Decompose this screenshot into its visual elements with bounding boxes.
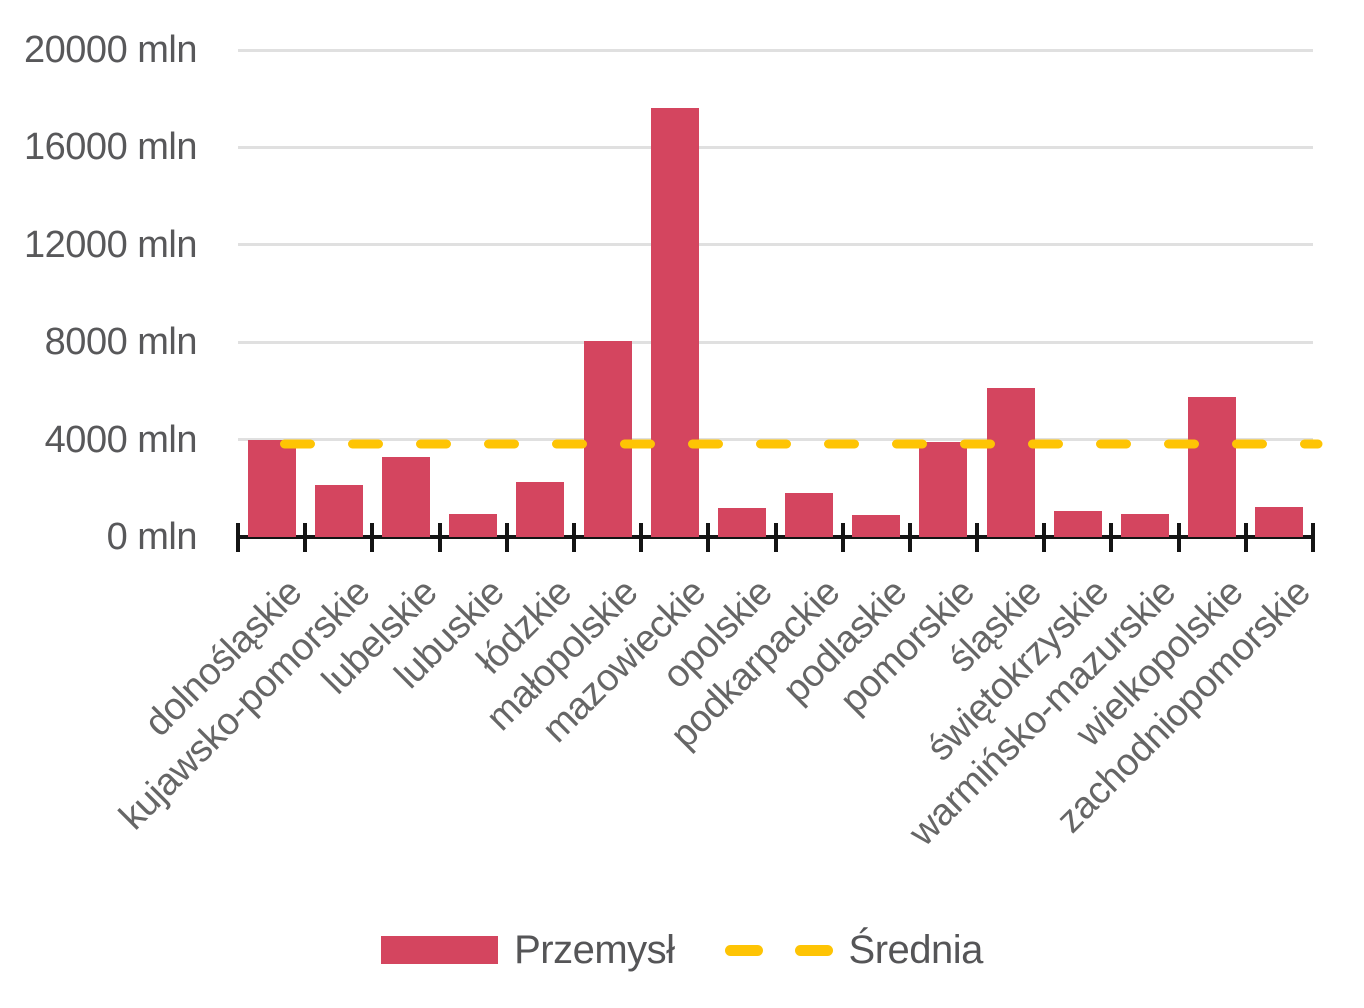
gridline-20000	[238, 48, 1313, 52]
gridline-8000	[238, 340, 1313, 344]
bar-dolnośląskie	[247, 439, 296, 537]
dashed-line-swatch-icon	[724, 944, 833, 956]
y-axis-label-8000: 8000 mln	[44, 321, 198, 364]
bar-opolskie	[717, 507, 766, 537]
bar-pomorskie	[919, 442, 968, 537]
legend: Przemysł Średnia	[0, 924, 1364, 976]
bar-lubelskie	[381, 456, 430, 537]
x-axis-tick-0	[236, 523, 240, 552]
bar-łódzkie	[516, 482, 565, 537]
bar-lubuskie	[449, 513, 498, 537]
x-axis-tick-16	[1311, 523, 1315, 552]
bar-wielkopolskie	[1188, 396, 1237, 537]
bar-zachodniopomorskie	[1255, 506, 1304, 537]
y-axis-label-4000: 4000 mln	[44, 418, 198, 461]
bar-śląskie	[986, 388, 1035, 537]
bar-podlaskie	[852, 515, 901, 537]
x-axis-tick-9	[840, 523, 845, 552]
bar-warmińsko-mazurskie	[1121, 513, 1170, 537]
x-axis-tick-2	[370, 523, 375, 552]
legend-label-przemysl: Przemysł	[514, 927, 675, 972]
bar-świętokrzyskie	[1053, 511, 1102, 537]
y-axis-label-16000: 16000 mln	[24, 126, 197, 169]
x-axis-tick-6	[639, 523, 644, 552]
legend-label-srednia: Średnia	[848, 927, 984, 972]
y-axis-label-12000: 12000 mln	[24, 223, 197, 266]
x-axis-tick-8	[773, 523, 778, 552]
bar-podkarpackie	[785, 493, 834, 537]
y-axis-label-20000: 20000 mln	[24, 29, 197, 71]
bar-małopolskie	[583, 340, 632, 537]
x-axis-tick-1	[303, 523, 308, 552]
average-dashed-line	[238, 439, 1323, 449]
x-axis-tick-10	[907, 523, 912, 552]
x-axis-tick-12	[1042, 523, 1047, 552]
x-axis-tick-3	[437, 523, 442, 552]
bar-series-swatch-icon	[381, 936, 499, 964]
y-axis-label-0: 0 mln	[106, 516, 198, 558]
legend-item-przemysl[interactable]: Przemysł	[381, 927, 675, 973]
x-axis-tick-13	[1109, 523, 1114, 552]
bar-kujawsko-pomorskie	[314, 484, 363, 537]
x-axis-tick-4	[504, 523, 509, 552]
bar-mazowieckie	[650, 108, 699, 537]
x-axis-tick-14	[1176, 523, 1181, 552]
gridline-16000	[238, 145, 1313, 149]
x-axis-tick-15	[1243, 523, 1248, 552]
x-axis-tick-5	[571, 523, 576, 552]
x-axis-tick-11	[975, 523, 980, 552]
x-axis-tick-7	[706, 523, 711, 552]
gridline-12000	[238, 243, 1313, 247]
legend-item-srednia[interactable]: Średnia	[724, 927, 984, 973]
